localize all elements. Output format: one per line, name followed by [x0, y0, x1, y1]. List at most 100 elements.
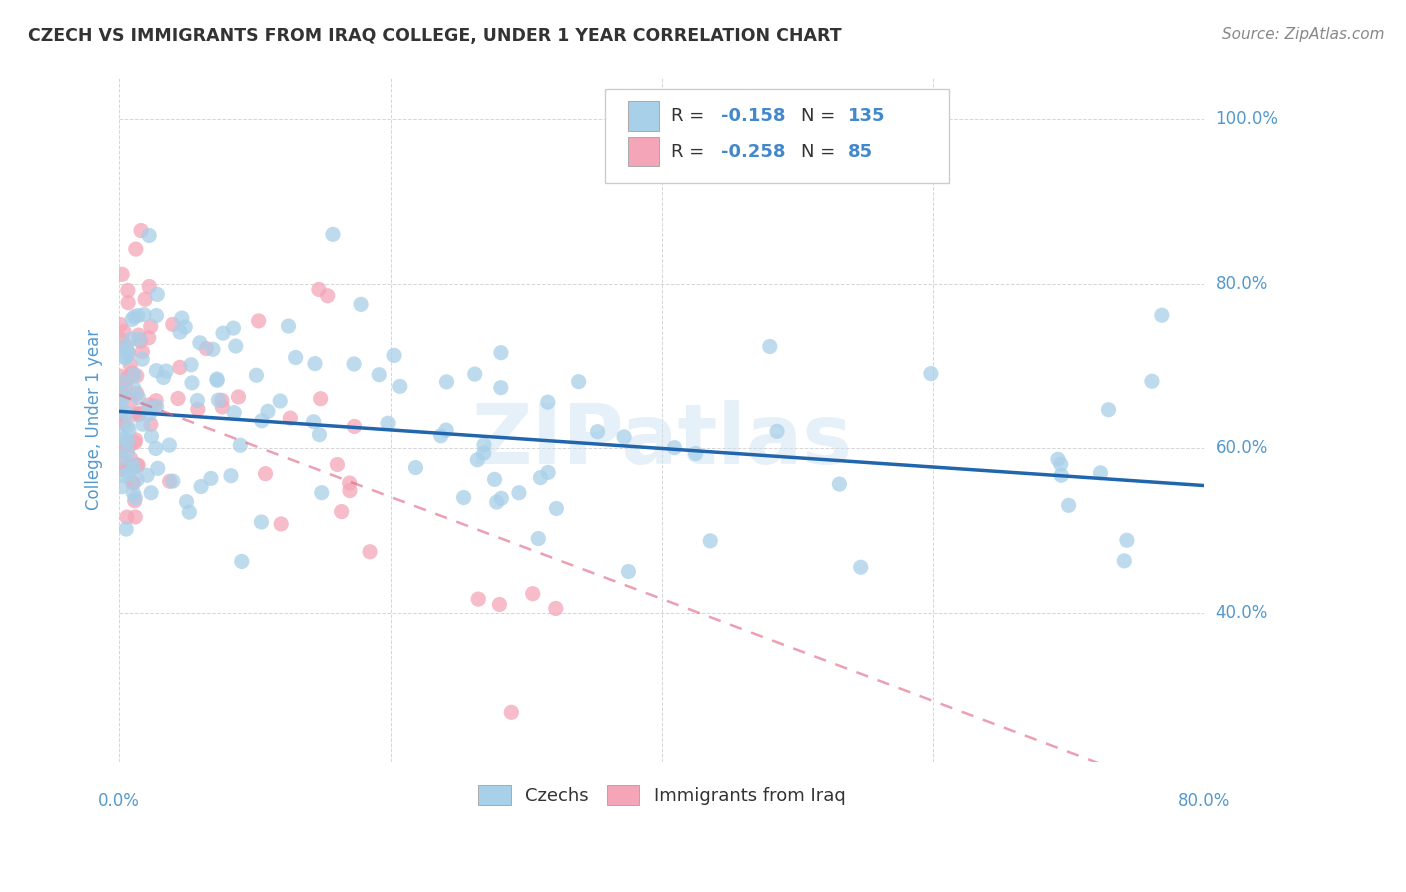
- Point: [131, 344, 153, 359]
- Point: [136, 468, 159, 483]
- Point: [270, 516, 292, 531]
- Text: 60.0%: 60.0%: [1216, 440, 1268, 458]
- Point: [465, 452, 488, 467]
- Text: -0.158: -0.158: [721, 107, 786, 125]
- Point: [489, 381, 512, 395]
- Text: 40.0%: 40.0%: [1216, 605, 1268, 623]
- Point: [169, 325, 191, 339]
- Point: [115, 339, 138, 353]
- Point: [485, 495, 508, 509]
- Point: [544, 601, 567, 615]
- Point: [110, 462, 132, 476]
- Point: [508, 485, 530, 500]
- Point: [138, 279, 160, 293]
- Point: [664, 441, 686, 455]
- Point: [114, 341, 136, 355]
- Text: 100.0%: 100.0%: [1216, 110, 1278, 128]
- Point: [146, 461, 169, 475]
- Point: [568, 375, 591, 389]
- Point: [111, 268, 134, 282]
- Point: [117, 345, 139, 359]
- Point: [117, 419, 139, 434]
- Point: [472, 446, 495, 460]
- Point: [124, 510, 146, 524]
- Point: [188, 335, 211, 350]
- Point: [120, 451, 142, 466]
- Text: Source: ZipAtlas.com: Source: ZipAtlas.com: [1222, 27, 1385, 42]
- Point: [205, 373, 228, 387]
- Point: [211, 400, 233, 414]
- Point: [155, 364, 177, 378]
- Point: [138, 407, 160, 421]
- Point: [111, 450, 134, 465]
- Point: [125, 368, 148, 383]
- Point: [131, 352, 153, 367]
- Point: [117, 371, 139, 385]
- Point: [146, 287, 169, 301]
- Point: [436, 375, 458, 389]
- Point: [1046, 452, 1069, 467]
- Point: [529, 470, 551, 484]
- Point: [489, 345, 512, 359]
- Point: [127, 473, 149, 487]
- Point: [128, 408, 150, 422]
- Point: [685, 446, 707, 460]
- Point: [118, 438, 141, 452]
- Text: 135: 135: [848, 107, 886, 125]
- Point: [111, 340, 134, 354]
- Point: [121, 458, 143, 472]
- Point: [122, 475, 145, 490]
- Point: [138, 228, 160, 243]
- Legend: Czechs, Immigrants from Iraq: Czechs, Immigrants from Iraq: [470, 776, 855, 814]
- Point: [501, 706, 523, 720]
- Point: [405, 460, 427, 475]
- Point: [117, 371, 139, 385]
- Point: [190, 479, 212, 493]
- Point: [586, 425, 609, 439]
- Point: [488, 598, 510, 612]
- Point: [112, 389, 135, 403]
- Point: [127, 391, 149, 405]
- Point: [110, 318, 132, 332]
- Text: N =: N =: [801, 107, 841, 125]
- Point: [388, 379, 411, 393]
- Point: [211, 393, 233, 408]
- Point: [118, 459, 141, 474]
- Point: [112, 439, 135, 453]
- Point: [537, 466, 560, 480]
- Point: [122, 382, 145, 396]
- Point: [125, 408, 148, 422]
- Point: [122, 486, 145, 500]
- Point: [112, 415, 135, 429]
- Point: [758, 339, 780, 353]
- Point: [254, 467, 277, 481]
- Point: [169, 360, 191, 375]
- Point: [522, 587, 544, 601]
- Point: [125, 242, 148, 256]
- Point: [257, 404, 280, 418]
- Point: [120, 358, 142, 372]
- Point: [1097, 402, 1119, 417]
- Text: N =: N =: [801, 143, 841, 161]
- Point: [108, 406, 131, 420]
- Y-axis label: College, Under 1 year: College, Under 1 year: [86, 329, 103, 510]
- Point: [110, 405, 132, 419]
- Point: [117, 434, 139, 449]
- Point: [143, 399, 166, 413]
- Point: [132, 308, 155, 322]
- Point: [121, 312, 143, 326]
- Point: [120, 394, 142, 409]
- Point: [124, 493, 146, 508]
- Point: [118, 423, 141, 437]
- Point: [247, 314, 270, 328]
- Point: [125, 458, 148, 473]
- Point: [180, 358, 202, 372]
- Point: [201, 343, 224, 357]
- Point: [699, 533, 721, 548]
- Point: [145, 363, 167, 377]
- Point: [120, 332, 142, 346]
- Point: [129, 334, 152, 348]
- Point: [111, 429, 134, 443]
- Point: [245, 368, 267, 383]
- Point: [128, 332, 150, 346]
